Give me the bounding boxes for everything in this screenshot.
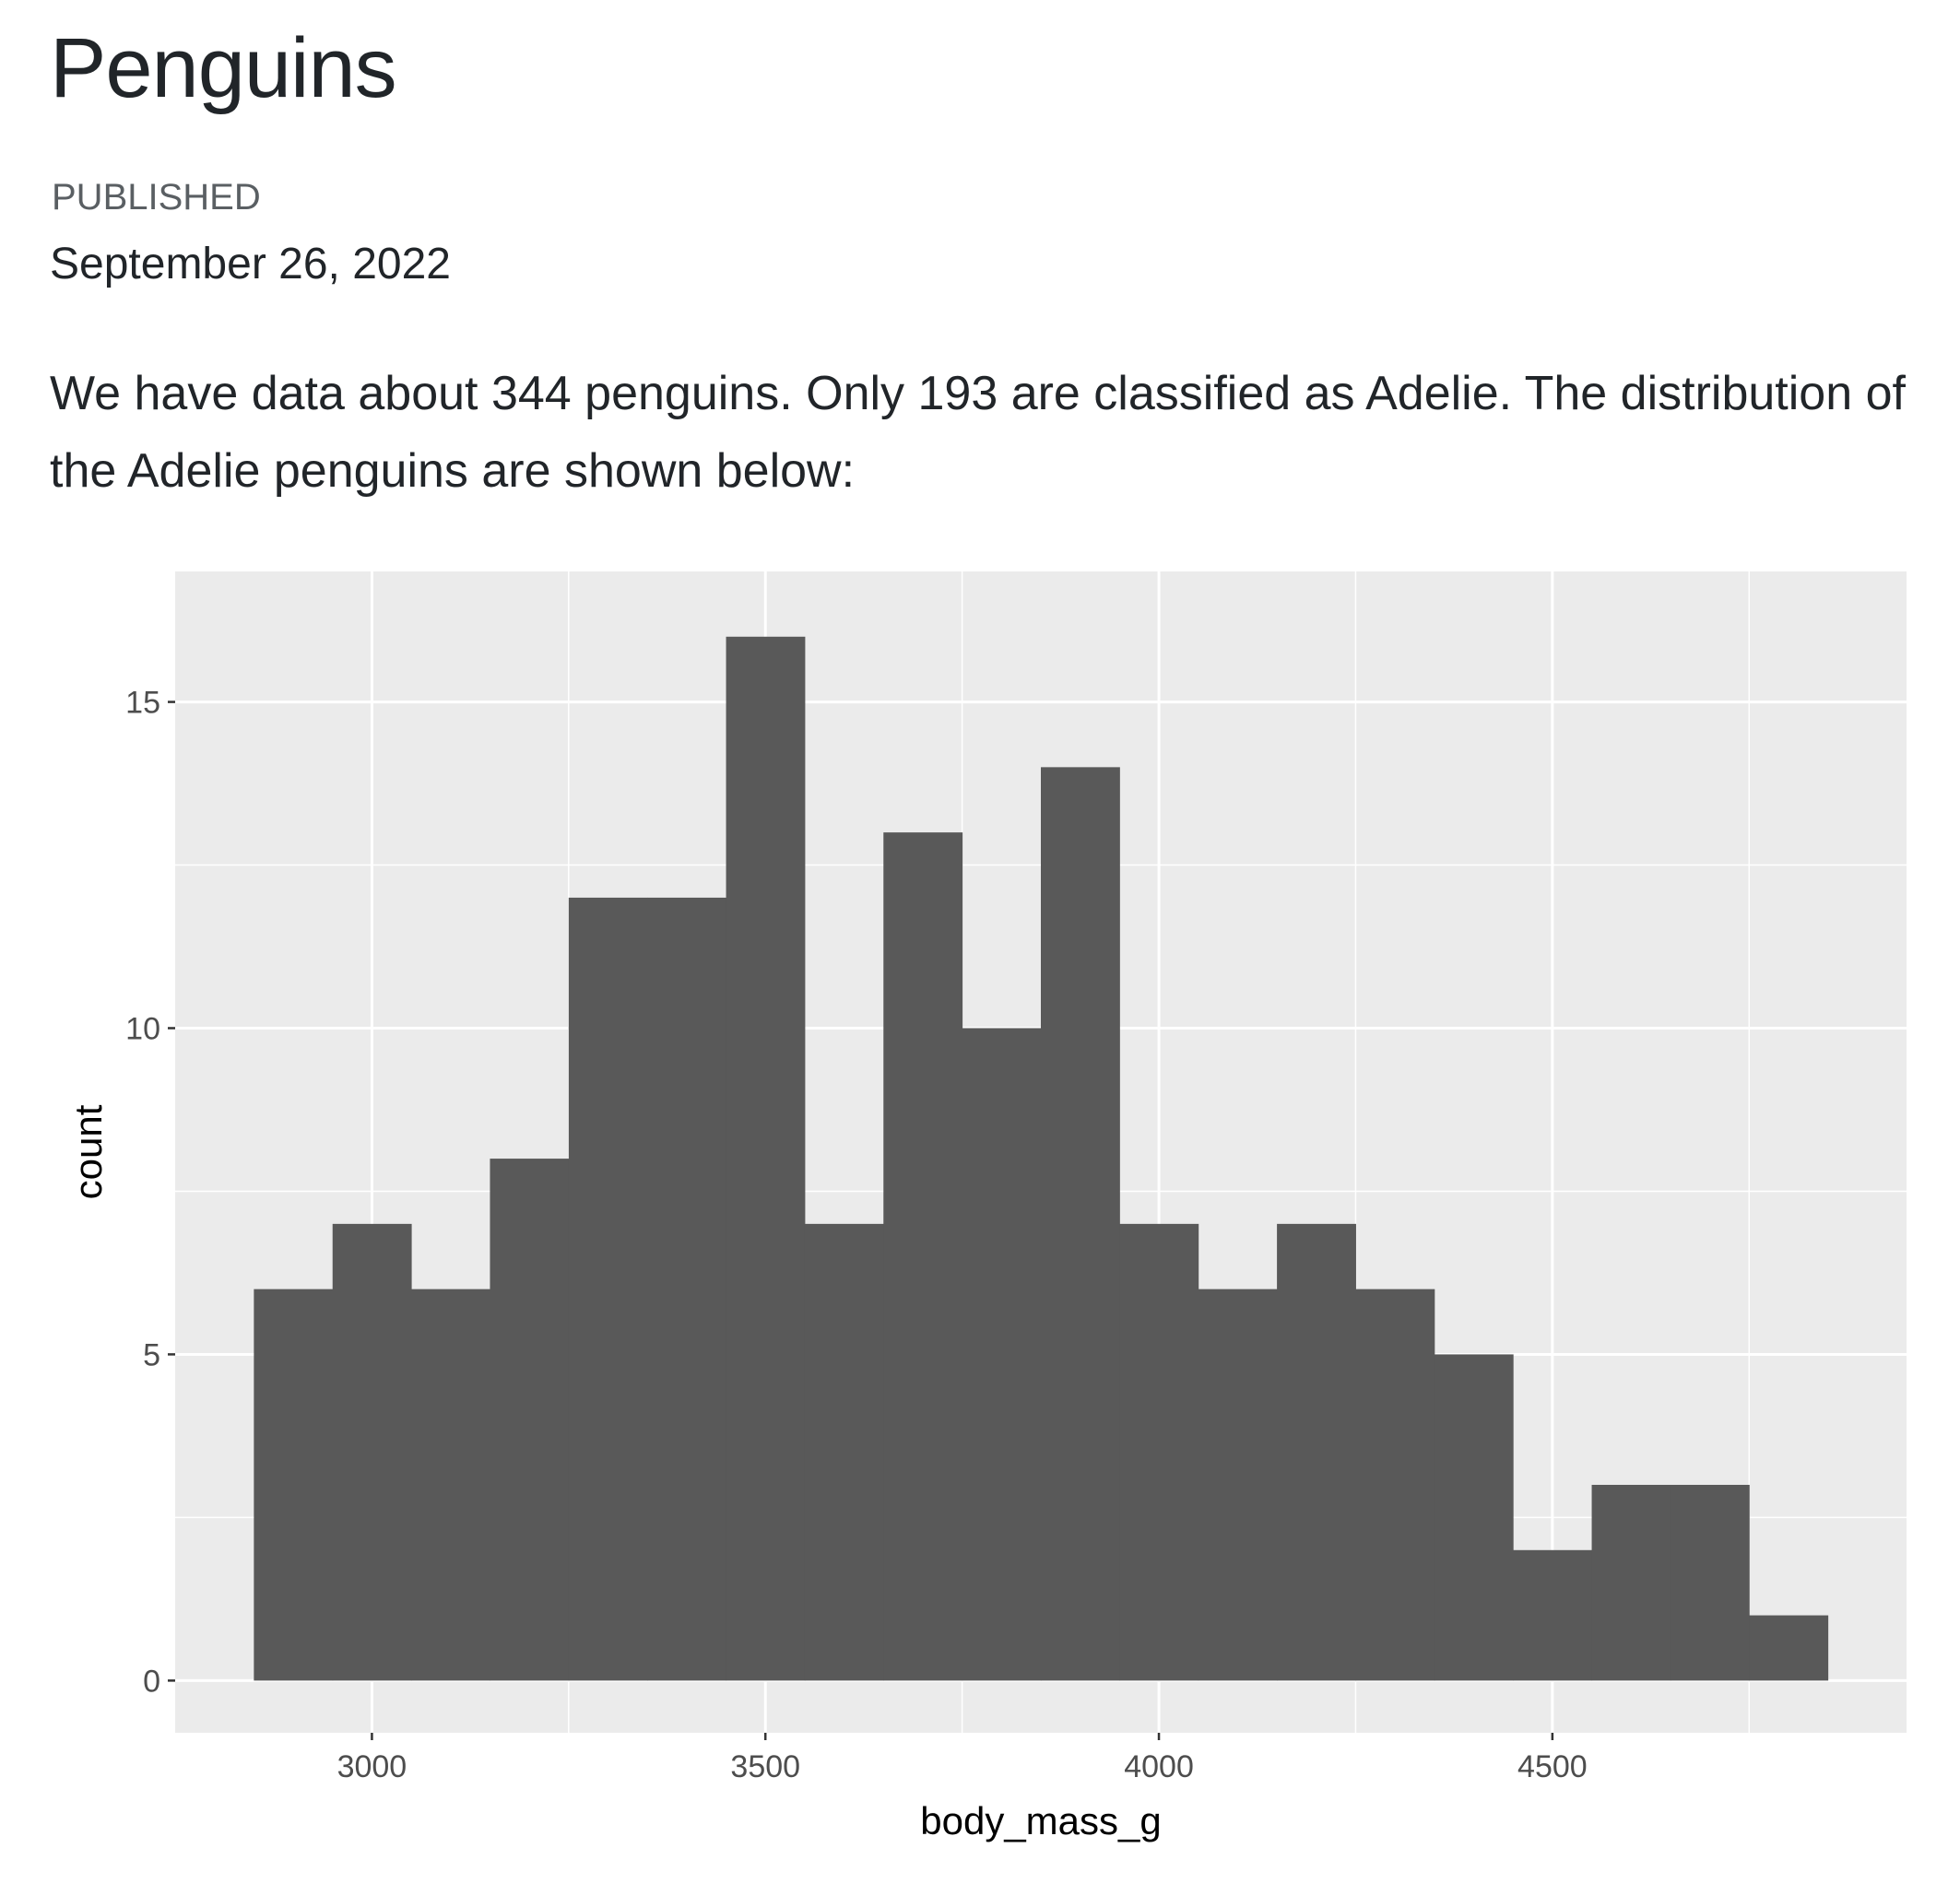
y-tick-label: 10 (125, 1012, 160, 1047)
histogram-bar (1513, 1549, 1593, 1681)
intro-paragraph: We have data about 344 penguins. Only 19… (50, 367, 1906, 498)
published-date: September 26, 2022 (50, 240, 451, 288)
histogram-bar (1670, 1485, 1750, 1681)
histogram-bar (1277, 1223, 1356, 1681)
y-tick-label: 0 (143, 1664, 160, 1699)
x-tick-label: 3000 (337, 1749, 407, 1784)
x-tick-label: 3500 (730, 1749, 800, 1784)
x-axis-title: body_mass_g (920, 1799, 1162, 1842)
histogram-bar (883, 832, 963, 1681)
histogram-bar (568, 897, 648, 1681)
histogram-chart: 0 5 10 15 3000 3500 4000 4500 body_mass_g coun… (0, 553, 1960, 1880)
y-tick-label: 15 (125, 686, 160, 721)
histogram-bar (962, 1028, 1042, 1681)
y-axis-title: count (66, 1104, 110, 1199)
histogram-bar (1198, 1289, 1278, 1681)
page-title: Penguins (50, 21, 397, 115)
histogram-bar (804, 1223, 884, 1681)
y-axis: 0 5 10 15 (125, 686, 175, 1699)
histogram-bar (726, 636, 806, 1681)
histogram-bar (1041, 767, 1120, 1681)
histogram-bar (1749, 1615, 1829, 1681)
histogram-bar (1119, 1223, 1199, 1681)
histogram-bar (332, 1223, 412, 1681)
histogram-bar (647, 897, 727, 1681)
histogram-bar (254, 1289, 334, 1681)
histogram-bar (1355, 1289, 1435, 1681)
published-label: PUBLISHED (52, 177, 261, 218)
y-tick-label: 5 (143, 1337, 160, 1372)
x-axis: 3000 3500 4000 4500 (337, 1733, 1588, 1784)
histogram-svg: 0 5 10 15 3000 3500 4000 4500 body_mass_g coun… (66, 571, 1907, 1842)
histogram-bar (411, 1289, 490, 1681)
histogram-bar (1591, 1485, 1671, 1681)
x-tick-label: 4500 (1517, 1749, 1588, 1784)
histogram-bar (1434, 1354, 1514, 1681)
histogram-bars (254, 636, 1829, 1681)
x-tick-label: 4000 (1124, 1749, 1194, 1784)
histogram-bar (490, 1159, 570, 1681)
